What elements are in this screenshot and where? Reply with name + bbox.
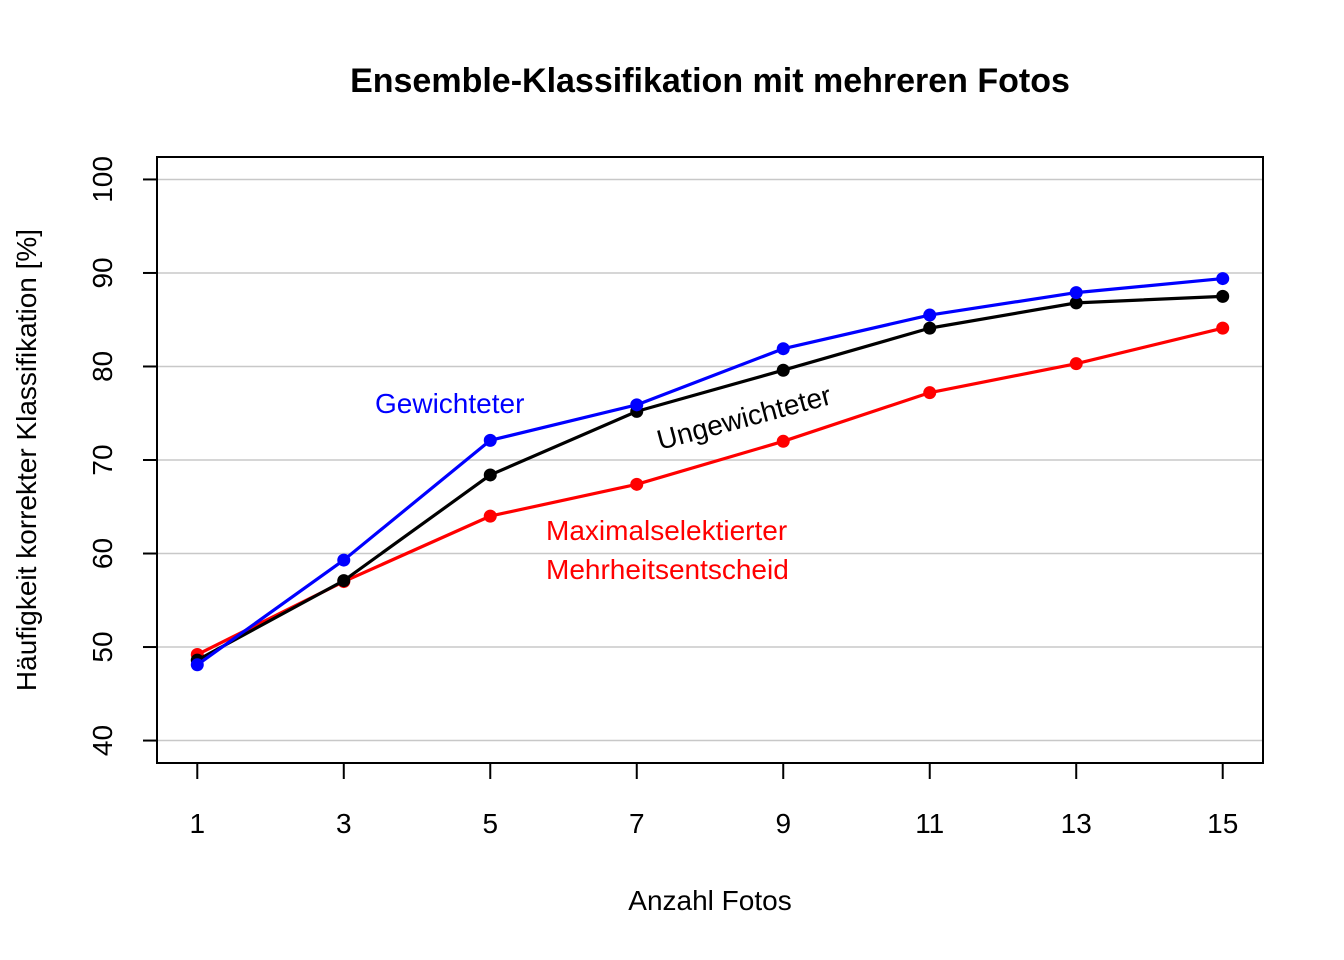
series-0 bbox=[190, 272, 1230, 672]
data-point bbox=[776, 342, 790, 356]
x-tick-label: 7 bbox=[629, 808, 645, 839]
data-point bbox=[483, 468, 497, 482]
label-gewichteter: Gewichteter bbox=[375, 388, 524, 419]
x-tick-label: 9 bbox=[775, 808, 791, 839]
y-tick-label: 40 bbox=[87, 725, 118, 756]
series-1 bbox=[190, 289, 1230, 667]
label-ungewichteter: Ungewichteter bbox=[654, 380, 835, 456]
series-2 bbox=[190, 321, 1230, 662]
data-point bbox=[1069, 286, 1083, 300]
x-tick-label: 13 bbox=[1061, 808, 1092, 839]
x-tick-label: 1 bbox=[189, 808, 205, 839]
data-point bbox=[1069, 296, 1083, 310]
y-tick-label: 60 bbox=[87, 538, 118, 569]
data-point bbox=[337, 574, 351, 588]
chart-title: Ensemble-Klassifikation mit mehreren Fot… bbox=[350, 62, 1070, 100]
series-line bbox=[196, 326, 1224, 656]
x-tick-label: 11 bbox=[915, 808, 944, 839]
x-axis: 1 3 5 7 9 11 13 15 bbox=[189, 763, 1238, 839]
y-tick-label: 70 bbox=[87, 444, 118, 475]
data-point bbox=[483, 509, 497, 523]
x-tick-label: 5 bbox=[482, 808, 498, 839]
y-tick-label: 90 bbox=[87, 257, 118, 288]
data-point bbox=[776, 434, 790, 448]
series-line bbox=[196, 276, 1223, 667]
grid-lines bbox=[157, 178, 1263, 742]
label-maximal-line1: Maximalselektierter bbox=[546, 515, 787, 546]
data-point bbox=[630, 477, 644, 491]
data-point bbox=[337, 553, 351, 567]
y-tick-label: 50 bbox=[87, 631, 118, 662]
data-point bbox=[1216, 272, 1230, 286]
label-maximal-line2: Mehrheitsentscheid bbox=[546, 554, 789, 585]
data-point bbox=[1216, 289, 1230, 303]
data-point bbox=[1069, 357, 1083, 371]
y-tick-label: 80 bbox=[87, 351, 118, 382]
data-point bbox=[190, 658, 204, 672]
x-tick-label: 3 bbox=[336, 808, 352, 839]
series-group bbox=[190, 272, 1230, 672]
series-line bbox=[196, 294, 1223, 662]
data-point bbox=[923, 308, 937, 322]
data-point bbox=[483, 433, 497, 447]
y-tick-label: 100 bbox=[87, 156, 118, 203]
data-point bbox=[1216, 321, 1230, 335]
data-point bbox=[776, 363, 790, 377]
x-axis-label: Anzahl Fotos bbox=[628, 885, 791, 916]
x-tick-label: 15 bbox=[1207, 808, 1238, 839]
data-point bbox=[923, 386, 937, 400]
y-axis: 40 50 60 70 80 90 100 bbox=[87, 156, 157, 756]
data-point bbox=[630, 398, 644, 412]
data-point bbox=[923, 321, 937, 335]
y-axis-label: Häufigkeit korrekter Klassifikation [%] bbox=[11, 229, 42, 691]
